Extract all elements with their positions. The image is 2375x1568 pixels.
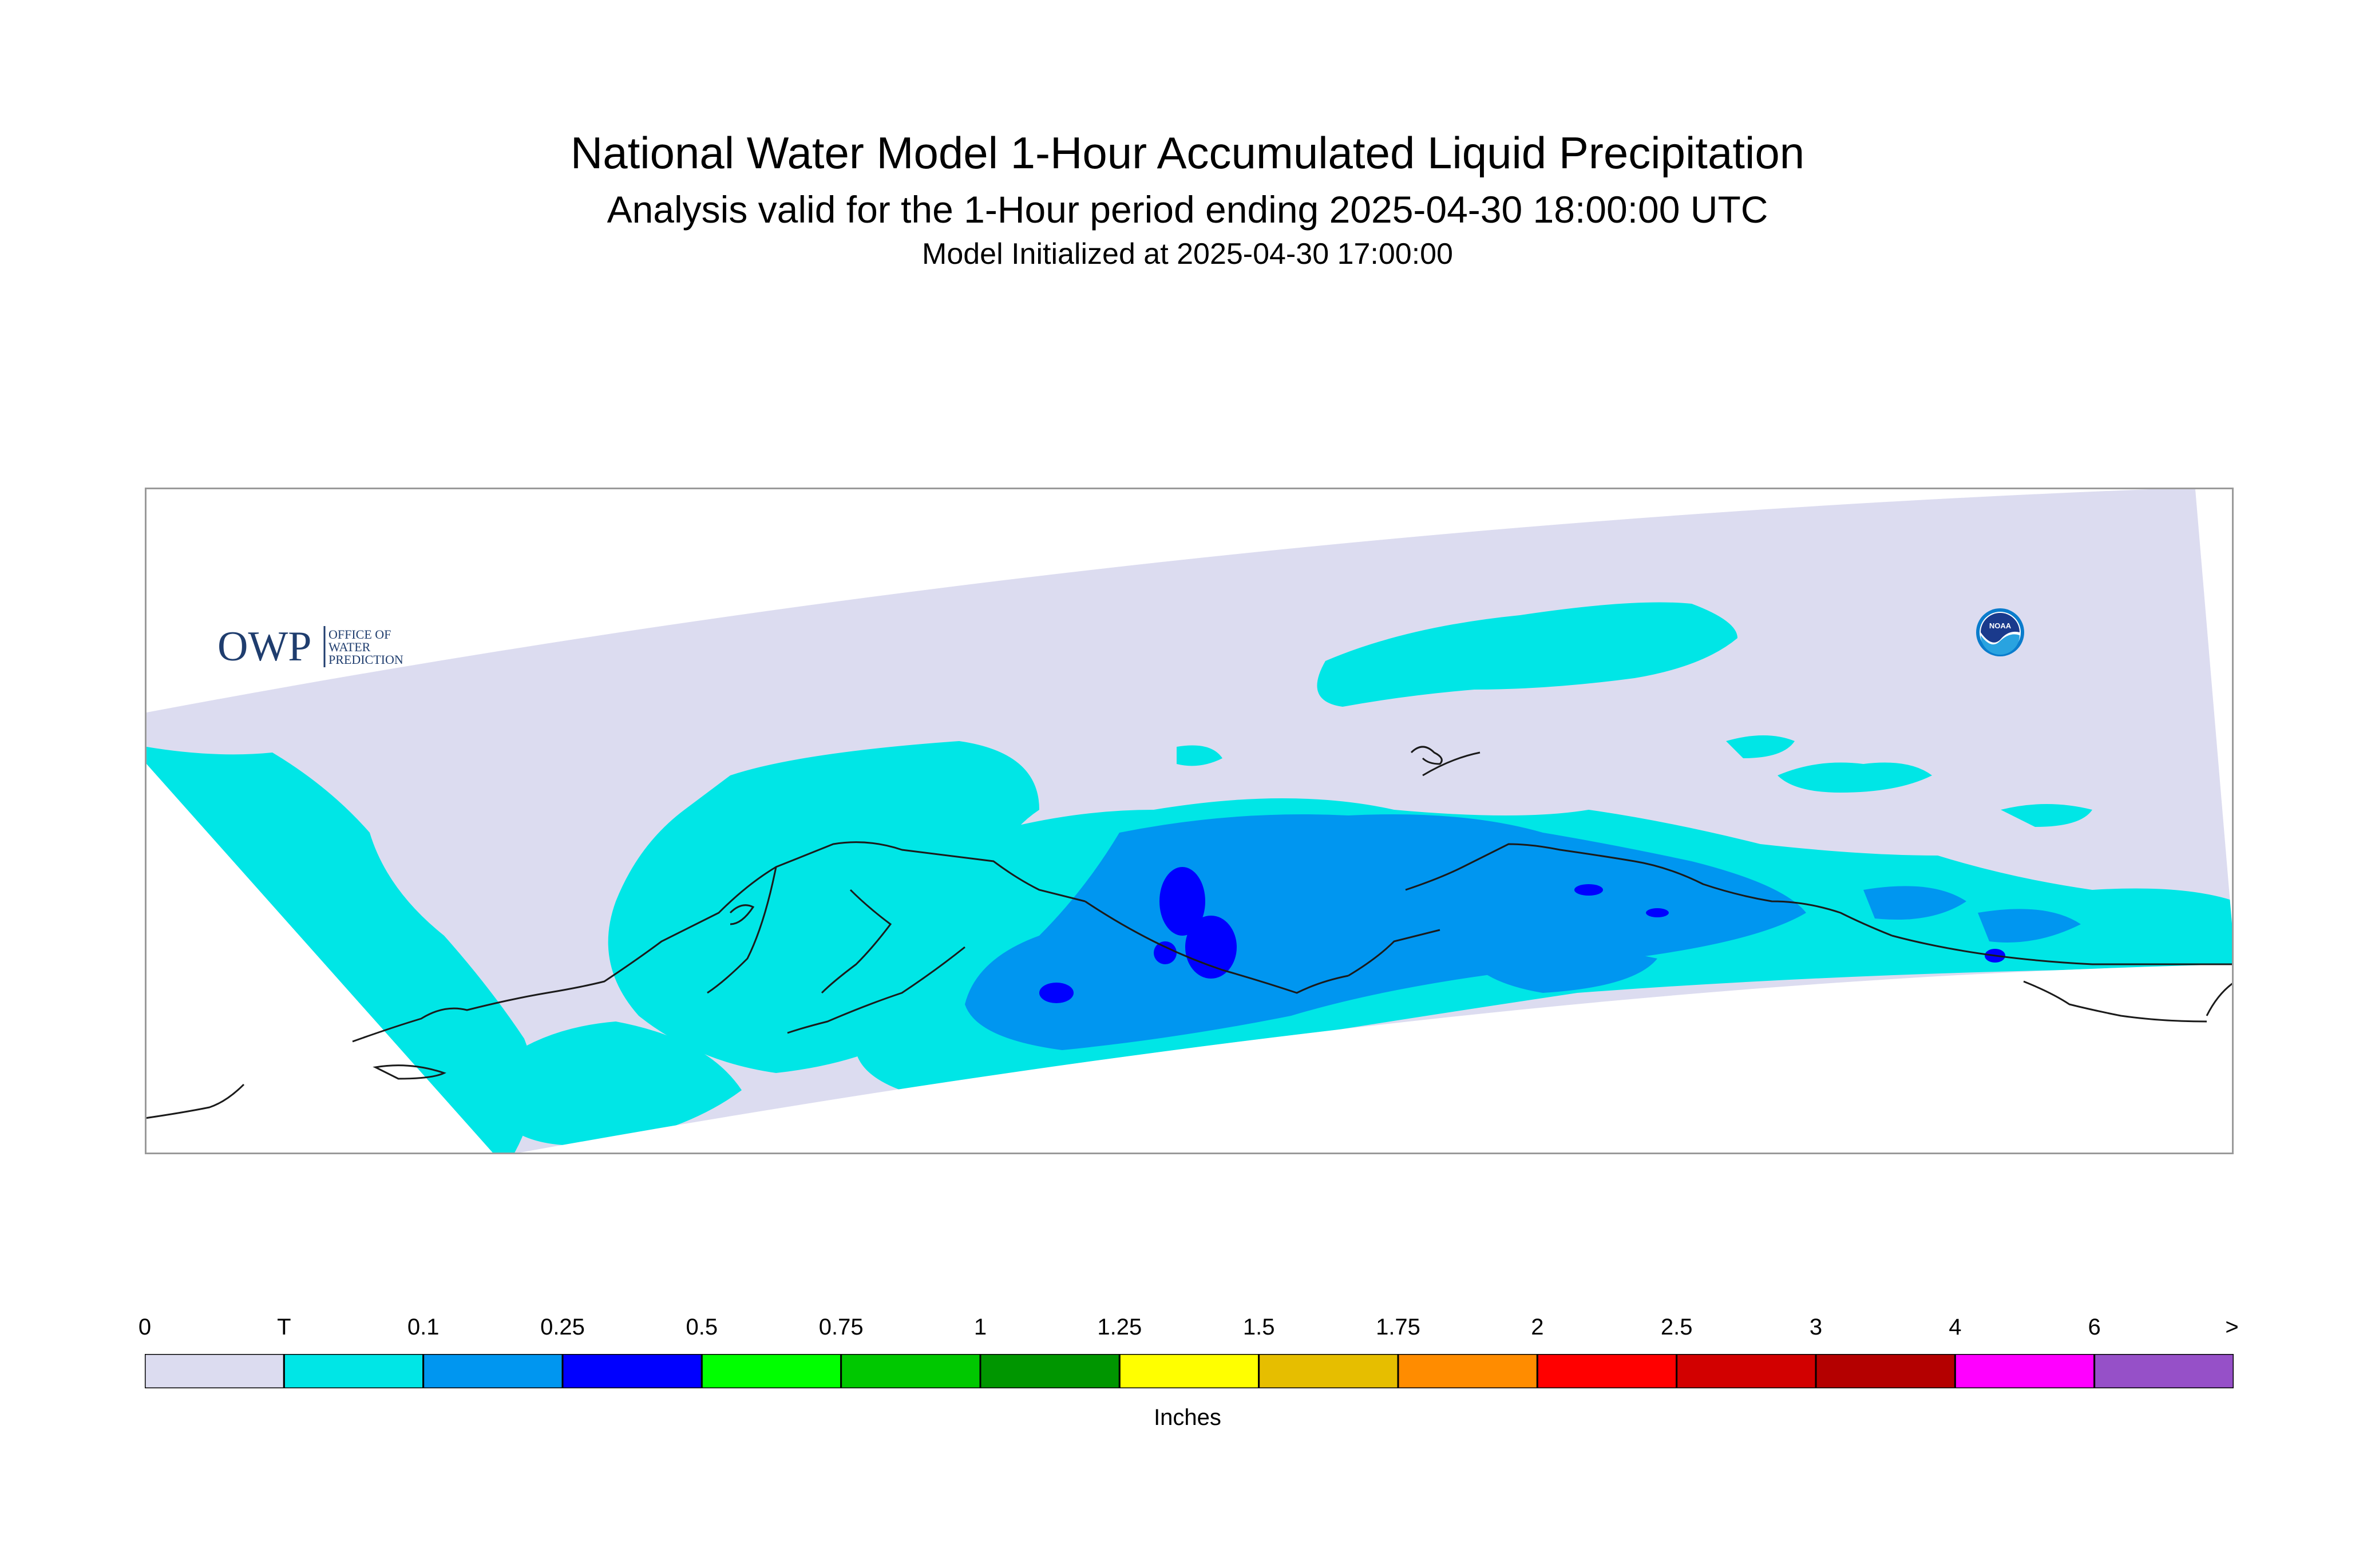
precipitation-map[interactable]: [145, 488, 2234, 1154]
noaa-logo-text: NOAA: [1989, 621, 2012, 630]
owp-logo-line1: OFFICE OF: [328, 627, 391, 642]
noaa-logo: NOAA: [1974, 607, 2026, 661]
colorbar-segment: [1397, 1354, 1538, 1388]
colorbar: [145, 1354, 2234, 1388]
precip-moderate-areas: [1039, 867, 2005, 1003]
colorbar-tick-label: 6: [2088, 1314, 2101, 1340]
colorbar-tick-label: 2.5: [1660, 1314, 1693, 1340]
colorbar-tick-label: 0.1: [407, 1314, 440, 1340]
colorbar-segment: [1954, 1354, 2096, 1388]
colorbar-tick-label: 1: [973, 1314, 987, 1340]
owp-logo: OWP OFFICE OF WATER PREDICTION: [70, 619, 425, 674]
colorbar-segment: [1118, 1354, 1260, 1388]
colorbar-tick-label: 1.5: [1242, 1314, 1275, 1340]
colorbar-tick-label: 4: [1949, 1314, 1962, 1340]
colorbar-segment: [422, 1354, 564, 1388]
owp-logo-line3: PREDICTION: [328, 652, 403, 667]
colorbar-segment: [1815, 1354, 1956, 1388]
colorbar-tick-label: 3: [1809, 1314, 1823, 1340]
colorbar-segment: [700, 1354, 842, 1388]
colorbar-tick-label: 1.75: [1376, 1314, 1420, 1340]
colorbar-segment: [2093, 1354, 2234, 1388]
colorbar-segment: [979, 1354, 1121, 1388]
colorbar-tick-label: 2: [1531, 1314, 1544, 1340]
colorbar-segment: [840, 1354, 981, 1388]
colorbar-segment: [1536, 1354, 1678, 1388]
colorbar-segment: [561, 1354, 703, 1388]
map-title: National Water Model 1-Hour Accumulated …: [570, 128, 1805, 178]
colorbar-unit-label: Inches: [1154, 1405, 1221, 1430]
map-subtitle: Analysis valid for the 1-Hour period end…: [607, 188, 1768, 231]
owp-logo-mark: OWP: [217, 623, 311, 670]
colorbar-segment: [283, 1354, 425, 1388]
colorbar-tick-label: 0.5: [686, 1314, 718, 1340]
colorbar-tick-label: >: [2225, 1314, 2239, 1340]
owp-logo-line2: WATER: [328, 640, 371, 654]
colorbar-tick-label: 0: [138, 1314, 152, 1340]
colorbar-segment: [1676, 1354, 1817, 1388]
colorbar-segment: [1258, 1354, 1399, 1388]
coastlines: [147, 746, 2232, 1119]
colorbar-tick-label: 0.75: [818, 1314, 864, 1340]
colorbar-tick-label: 1.25: [1097, 1314, 1142, 1340]
colorbar-tick-label: T: [277, 1314, 291, 1340]
model-init-line: Model Initialized at 2025-04-30 17:00:00: [922, 237, 1453, 271]
colorbar-segment: [145, 1354, 285, 1388]
colorbar-tick-label: 0.25: [540, 1314, 585, 1340]
